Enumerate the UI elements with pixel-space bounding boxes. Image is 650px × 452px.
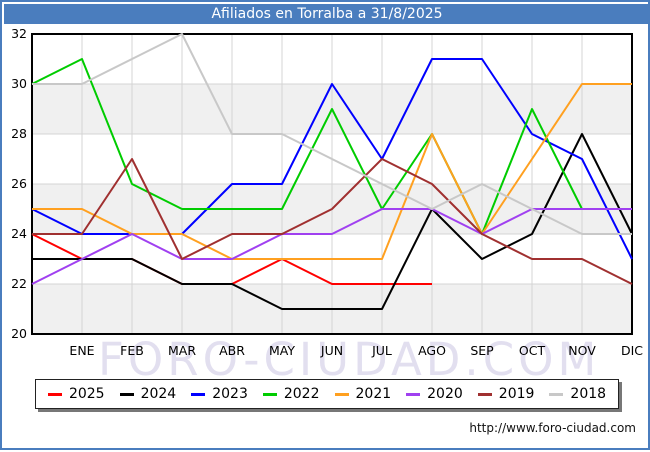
legend-label: 2025 <box>68 386 105 402</box>
y-tick-label: 20 <box>11 326 27 341</box>
x-tick-label: MAY <box>269 343 295 358</box>
legend-label: 2024 <box>140 386 177 402</box>
legend-swatch <box>262 392 277 396</box>
series-line-2024 <box>32 133 633 310</box>
legend-label: 2023 <box>212 386 248 402</box>
legend-item-2025: 2025 <box>47 386 105 402</box>
legend-item-2022: 2022 <box>262 386 320 402</box>
x-tick-label: OCT <box>519 343 546 358</box>
chart-title: Afiliados en Torralba a 31/8/2025 <box>211 6 443 22</box>
legend-swatch <box>549 392 564 396</box>
y-tick-label: 28 <box>11 126 27 141</box>
x-tick-label: NOV <box>568 343 596 358</box>
legend-swatch <box>191 392 206 396</box>
legend-item-2020: 2020 <box>406 386 463 402</box>
x-tick-label: SEP <box>470 343 494 358</box>
legend-swatch <box>334 392 349 396</box>
series-line-2018 <box>32 33 632 235</box>
legend-item-2023: 2023 <box>191 386 248 402</box>
legend-swatch <box>119 392 134 396</box>
legend-swatch <box>477 392 492 396</box>
series-line-2019 <box>32 158 633 285</box>
legend-box: 2025 2024 2023 2022 2021 2020 2019 2018 <box>34 379 620 409</box>
legend-swatch <box>406 392 421 396</box>
legend-label: 2021 <box>355 386 392 402</box>
legend-label: 2018 <box>570 386 607 402</box>
x-tick-label: ABR <box>219 343 245 358</box>
legend-label: 2022 <box>283 386 320 402</box>
y-tick-label: 26 <box>11 176 27 191</box>
legend-item-2018: 2018 <box>549 386 606 402</box>
legend-item-2019: 2019 <box>477 386 535 402</box>
plot-border <box>31 33 633 335</box>
y-tick-label: 30 <box>11 76 27 91</box>
legend: 2025 2024 2023 2022 2021 2020 2019 2018 <box>2 379 650 409</box>
y-tick-label: 22 <box>11 276 27 291</box>
series-line-2022 <box>31 58 632 235</box>
x-tick-label: JUN <box>320 343 343 358</box>
x-tick-label: MAR <box>168 343 196 358</box>
legend-label: 2019 <box>498 386 535 402</box>
x-tick-label: DIC <box>621 343 643 358</box>
x-tick-label: ENE <box>69 343 94 358</box>
x-tick-label: FEB <box>120 343 144 358</box>
footer-url: http://www.foro-ciudad.com <box>469 421 636 435</box>
legend-item-2024: 2024 <box>119 386 177 402</box>
x-tick-label: AGO <box>418 343 446 358</box>
y-tick-label: 24 <box>11 226 27 241</box>
legend-item-2021: 2021 <box>334 386 392 402</box>
x-tick-label: JUL <box>371 343 392 358</box>
legend-swatch <box>47 392 62 396</box>
legend-label: 2020 <box>427 386 463 402</box>
y-tick-label: 32 <box>11 26 27 41</box>
title-bar: Afiliados en Torralba a 31/8/2025 <box>4 4 650 24</box>
